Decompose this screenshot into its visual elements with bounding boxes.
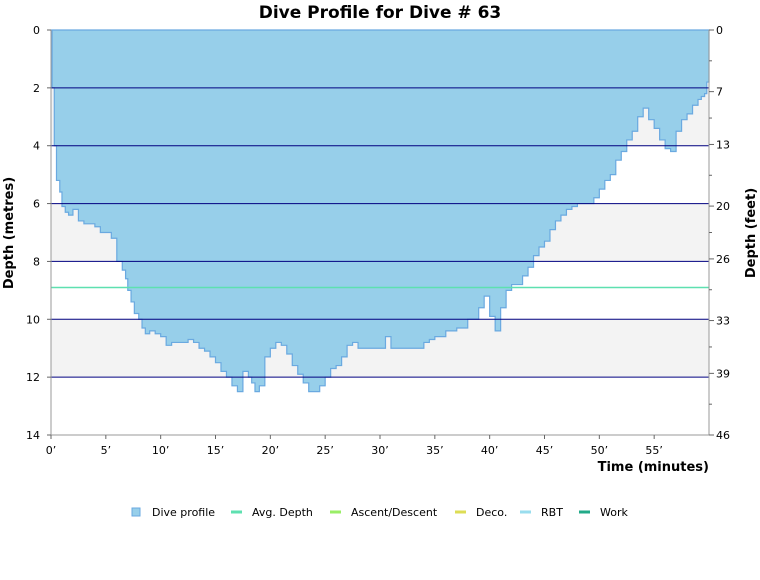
x-tick-label: 10’ [152, 444, 170, 457]
y-left-tick-label: 6 [33, 198, 40, 211]
y-right-tick-label: 0 [716, 24, 723, 37]
x-tick-label: 15’ [207, 444, 225, 457]
legend-label: Dive profile [152, 506, 215, 519]
legend-label: Work [600, 506, 628, 519]
y-right-tick-label: 39 [716, 367, 730, 380]
x-tick-label: 0’ [46, 444, 57, 457]
y-right-tick-label: 7 [716, 86, 723, 99]
x-tick-label: 45’ [536, 444, 554, 457]
legend-label: Deco. [476, 506, 507, 519]
y-left-tick-label: 10 [26, 313, 40, 326]
legend-label: Avg. Depth [252, 506, 313, 519]
y-left-tick-label: 12 [26, 371, 40, 384]
x-tick-label: 35’ [426, 444, 444, 457]
y-left-tick-label: 14 [26, 429, 40, 442]
y-right-tick-label: 20 [716, 200, 730, 213]
x-tick-label: 20’ [262, 444, 280, 457]
y-left-tick-label: 0 [33, 24, 40, 37]
x-tick-label: 5’ [101, 444, 112, 457]
x-tick-label: 30’ [371, 444, 389, 457]
legend-swatch-dive-profile [131, 507, 141, 517]
legend-label: Ascent/Descent [351, 506, 438, 519]
x-axis-title: Time (minutes) [598, 460, 709, 475]
x-tick-label: 40’ [481, 444, 499, 457]
y-left-tick-label: 2 [33, 82, 40, 95]
legend-label: RBT [541, 506, 563, 519]
y-right-tick-label: 26 [716, 253, 730, 266]
y-left-tick-label: 4 [33, 140, 40, 153]
x-tick-label: 50’ [591, 444, 609, 457]
y-right-tick-label: 46 [716, 429, 730, 442]
x-tick-label: 25’ [316, 444, 334, 457]
y-left-tick-label: 8 [33, 255, 40, 268]
y-right-tick-label: 33 [716, 315, 730, 328]
y-axis-left-title: Depth (metres) [2, 177, 17, 289]
y-axis-right-title: Depth (feet) [744, 188, 759, 278]
dive-profile-area [51, 29, 710, 393]
x-tick-label: 55’ [645, 444, 663, 457]
legend: Dive profile Avg. Depth Ascent/Descent Deco… [131, 506, 628, 519]
y-right-tick-label: 13 [716, 138, 730, 151]
chart-title: Dive Profile for Dive # 63 [259, 3, 502, 23]
